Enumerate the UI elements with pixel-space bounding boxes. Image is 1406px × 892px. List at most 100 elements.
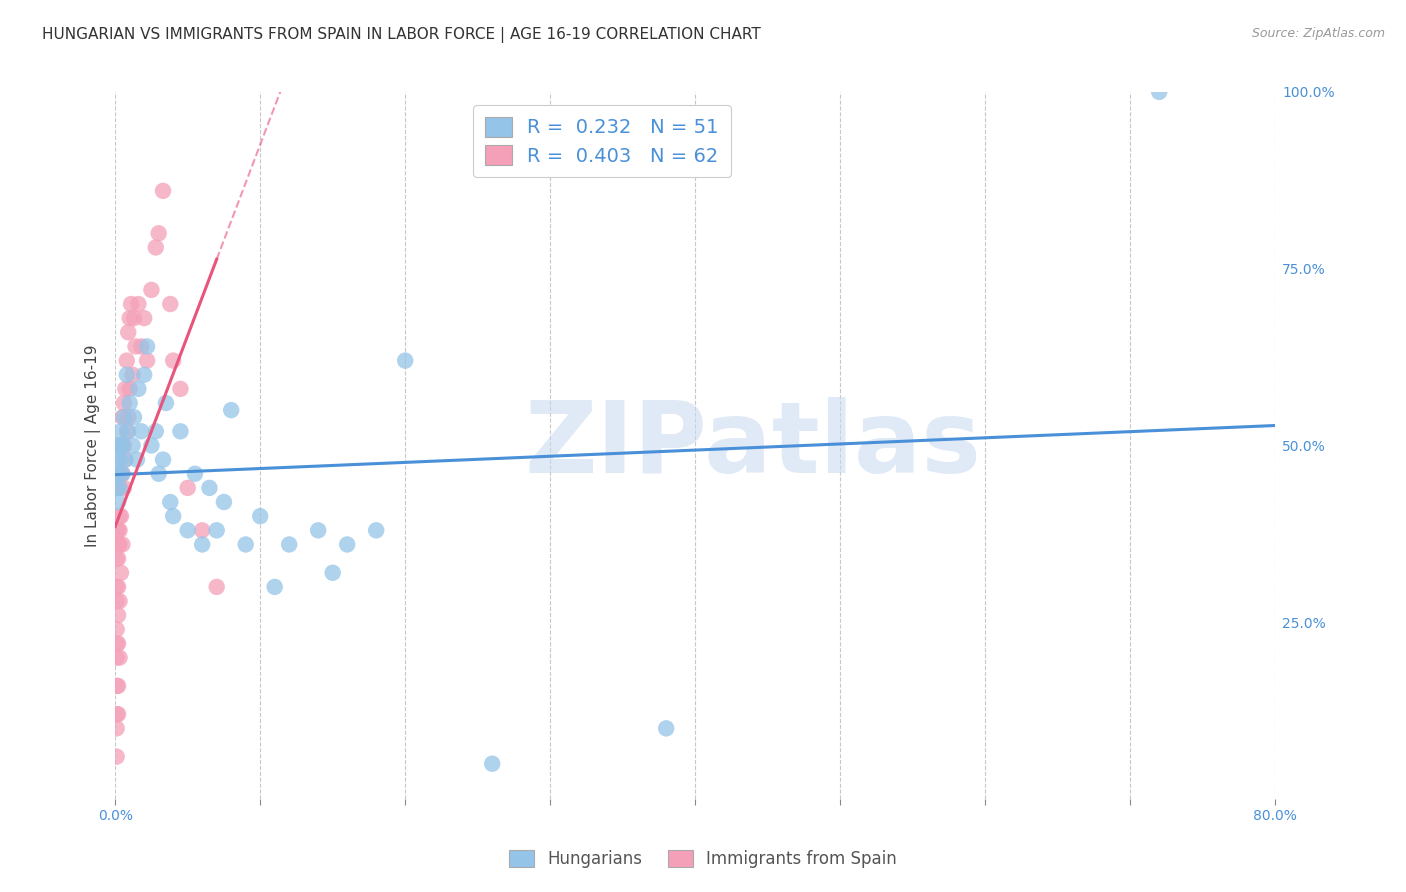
Point xyxy=(129,339,152,353)
Point xyxy=(112,396,135,410)
Point xyxy=(112,438,135,452)
Point xyxy=(111,438,134,452)
Point xyxy=(145,240,167,254)
Point xyxy=(105,467,128,481)
Point xyxy=(159,495,181,509)
Point xyxy=(105,594,128,608)
Point xyxy=(105,623,128,637)
Point xyxy=(127,297,149,311)
Point xyxy=(219,403,242,417)
Point xyxy=(394,353,416,368)
Point xyxy=(124,339,146,353)
Point xyxy=(127,382,149,396)
Point xyxy=(107,438,129,452)
Point xyxy=(162,353,184,368)
Point xyxy=(176,524,198,538)
Point xyxy=(118,382,141,396)
Point xyxy=(336,537,359,551)
Point xyxy=(110,438,132,452)
Text: ZIPatlas: ZIPatlas xyxy=(524,397,981,494)
Point xyxy=(148,227,170,241)
Point xyxy=(107,707,129,722)
Point xyxy=(115,425,138,439)
Point xyxy=(366,524,388,538)
Point xyxy=(278,537,301,551)
Point xyxy=(145,425,167,439)
Point xyxy=(191,524,214,538)
Point xyxy=(205,524,228,538)
Point xyxy=(122,311,145,326)
Point xyxy=(107,452,129,467)
Point xyxy=(107,495,129,509)
Point xyxy=(108,509,131,524)
Point xyxy=(111,467,134,481)
Point xyxy=(205,580,228,594)
Point xyxy=(159,297,181,311)
Point xyxy=(105,481,128,495)
Point xyxy=(110,566,132,580)
Point xyxy=(105,722,128,736)
Point xyxy=(105,551,128,566)
Point xyxy=(121,368,143,382)
Point xyxy=(235,537,257,551)
Point xyxy=(152,184,174,198)
Point xyxy=(162,509,184,524)
Point xyxy=(117,410,139,425)
Point xyxy=(105,679,128,693)
Point xyxy=(120,297,142,311)
Point xyxy=(105,524,128,538)
Text: Source: ZipAtlas.com: Source: ZipAtlas.com xyxy=(1251,27,1385,40)
Point xyxy=(107,679,129,693)
Point xyxy=(108,467,131,481)
Y-axis label: In Labor Force | Age 16-19: In Labor Force | Age 16-19 xyxy=(86,344,101,547)
Point xyxy=(249,509,271,524)
Point xyxy=(107,608,129,623)
Point xyxy=(1147,85,1170,99)
Point xyxy=(481,756,503,771)
Point xyxy=(107,524,129,538)
Text: HUNGARIAN VS IMMIGRANTS FROM SPAIN IN LABOR FORCE | AGE 16-19 CORRELATION CHART: HUNGARIAN VS IMMIGRANTS FROM SPAIN IN LA… xyxy=(42,27,761,43)
Point xyxy=(110,509,132,524)
Point xyxy=(112,481,135,495)
Point xyxy=(155,396,177,410)
Point xyxy=(108,524,131,538)
Point xyxy=(125,452,148,467)
Point xyxy=(198,481,221,495)
Point xyxy=(115,368,138,382)
Point xyxy=(111,467,134,481)
Point xyxy=(111,537,134,551)
Point xyxy=(118,396,141,410)
Point xyxy=(129,425,152,439)
Point xyxy=(112,410,135,425)
Point xyxy=(108,481,131,495)
Point xyxy=(148,467,170,481)
Point xyxy=(118,311,141,326)
Point xyxy=(105,749,128,764)
Point xyxy=(134,368,156,382)
Legend: R =  0.232   N = 51, R =  0.403   N = 62: R = 0.232 N = 51, R = 0.403 N = 62 xyxy=(472,105,731,178)
Point xyxy=(110,467,132,481)
Point xyxy=(105,636,128,650)
Point xyxy=(136,339,159,353)
Point xyxy=(105,707,128,722)
Point xyxy=(141,438,163,452)
Point xyxy=(110,438,132,452)
Point xyxy=(141,283,163,297)
Point xyxy=(176,481,198,495)
Point xyxy=(107,636,129,650)
Point xyxy=(122,410,145,425)
Point xyxy=(322,566,344,580)
Point xyxy=(152,452,174,467)
Point xyxy=(107,551,129,566)
Point xyxy=(105,580,128,594)
Point xyxy=(121,438,143,452)
Point xyxy=(114,382,136,396)
Point xyxy=(114,452,136,467)
Point xyxy=(169,425,191,439)
Point xyxy=(169,382,191,396)
Point xyxy=(107,537,129,551)
Point xyxy=(191,537,214,551)
Point xyxy=(107,580,129,594)
Point xyxy=(184,467,207,481)
Point xyxy=(655,722,678,736)
